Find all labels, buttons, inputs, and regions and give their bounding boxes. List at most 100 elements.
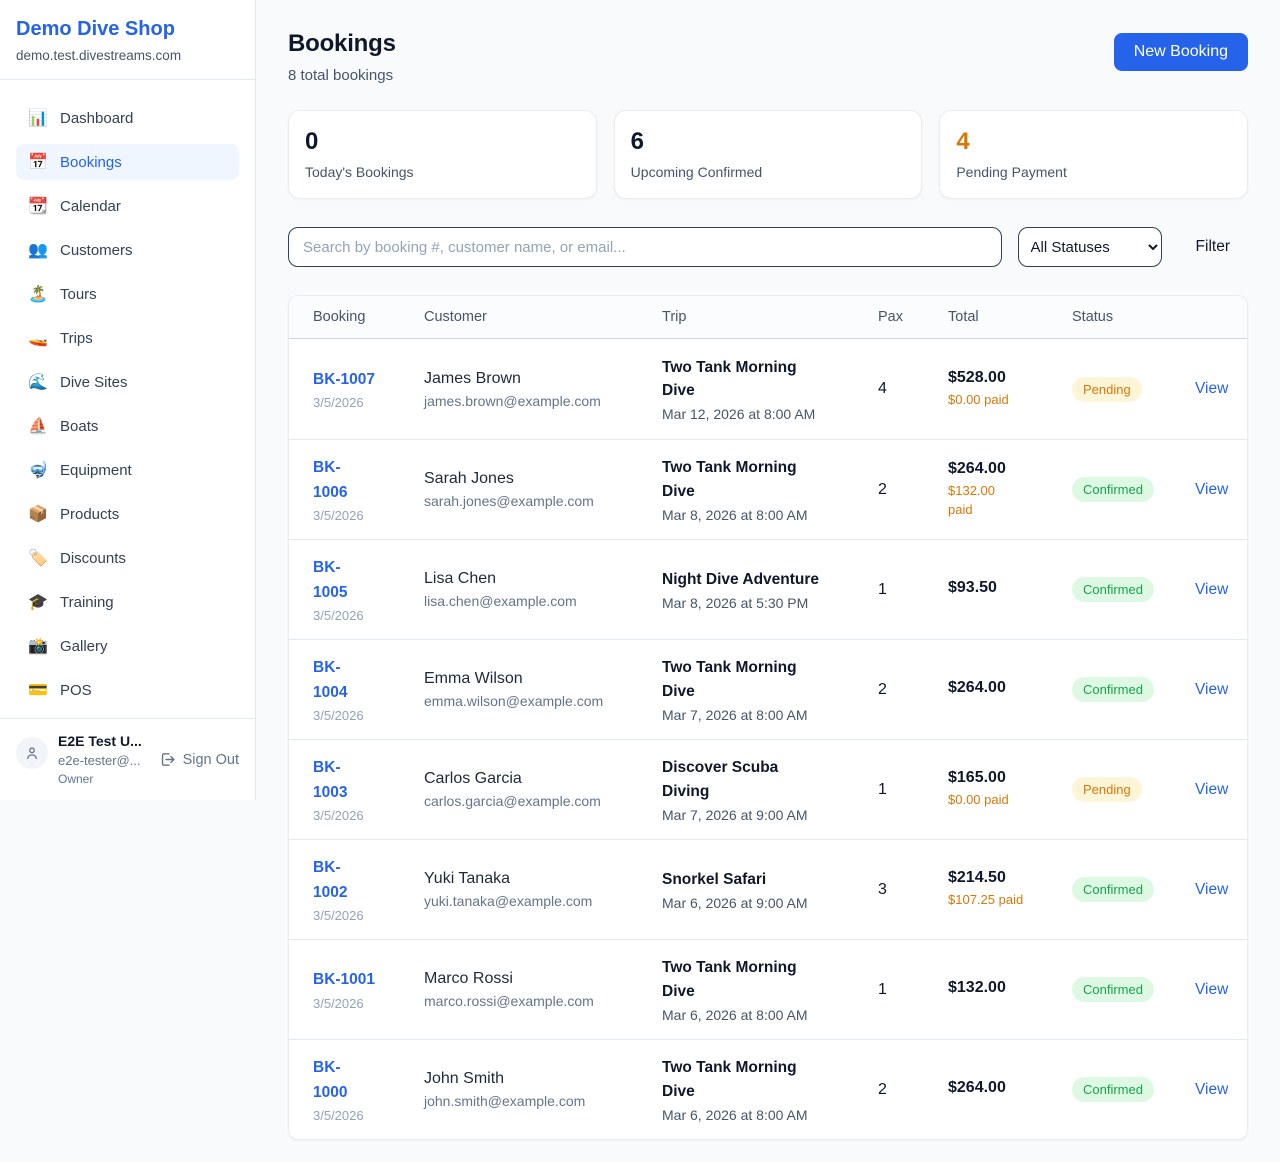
booking-cell: BK- 1004 3/5/2026 <box>289 656 400 722</box>
booking-number-link[interactable]: BK- 1005 <box>313 559 348 601</box>
table-row: BK-1007 3/5/2026 James Brown james.brown… <box>289 339 1247 439</box>
sidebar-item-dive-sites[interactable]: 🌊 Dive Sites <box>16 364 239 400</box>
view-link[interactable]: View <box>1195 780 1229 798</box>
trip-datetime: Mar 6, 2026 at 8:00 AM <box>662 1106 808 1123</box>
sidebar-item-label: Training <box>60 593 114 611</box>
trip-cell: Two Tank Morning Dive Mar 12, 2026 at 8:0… <box>638 356 854 423</box>
booking-number-link[interactable]: BK- 1002 <box>313 859 348 901</box>
sidebar-nav: 📊 Dashboard 📅 Bookings 📆 Calendar 👥 Cust… <box>0 80 255 716</box>
sidebar-item-label: Customers <box>60 241 133 259</box>
user-info: E2E Test U... e2e-tester@... Owner <box>58 732 142 787</box>
island-icon: 🏝️ <box>28 286 48 303</box>
customer-cell: Lisa Chen lisa.chen@example.com <box>400 570 638 609</box>
sidebar-item-label: Tours <box>60 285 97 303</box>
booking-date: 3/5/2026 <box>313 707 364 723</box>
view-link[interactable]: View <box>1195 880 1229 898</box>
sidebar-item-label: Calendar <box>60 197 121 215</box>
view-link[interactable]: View <box>1195 980 1229 998</box>
booking-date: 3/5/2026 <box>313 395 364 410</box>
column-header-pax: Pax <box>878 309 903 325</box>
table-row: BK- 1006 3/5/2026 Sarah Jones sarah.jones… <box>289 439 1247 539</box>
total-amount: $165.00 <box>948 769 1006 787</box>
actions-cell: View <box>1171 1081 1247 1099</box>
sidebar-item-discounts[interactable]: 🏷️ Discounts <box>16 540 239 576</box>
view-link[interactable]: View <box>1195 480 1229 498</box>
stat-value: 4 <box>956 128 970 155</box>
trip-datetime: Mar 8, 2026 at 5:30 PM <box>662 595 809 612</box>
booking-number-link[interactable]: BK- 1003 <box>313 759 348 801</box>
user-name: E2E Test U... <box>58 733 142 750</box>
status-filter-select[interactable]: All Statuses <box>1017 227 1162 267</box>
diving-mask-icon: 🤿 <box>28 462 48 479</box>
sign-out-button[interactable]: Sign Out <box>159 751 239 768</box>
booking-cell: BK-1007 3/5/2026 <box>289 368 400 410</box>
table-row: BK- 1003 3/5/2026 Carlos Garcia carlos.ga… <box>289 739 1247 839</box>
total-cell: $264.00 $132.00 paid <box>924 460 1048 518</box>
booking-number-link[interactable]: BK- 1006 <box>313 459 348 501</box>
pax-cell: 2 <box>878 480 887 498</box>
paid-amount: $107.25 paid <box>948 892 1024 908</box>
stat-label: Today's Bookings <box>305 164 414 180</box>
customer-email: john.smith@example.com <box>424 1093 586 1109</box>
paid-amount: $0.00 paid <box>948 792 1009 808</box>
trip-title: Night Dive Adventure <box>662 570 820 588</box>
sidebar-item-tours[interactable]: 🏝️ Tours <box>16 276 239 312</box>
sidebar-item-bookings[interactable]: 📅 Bookings <box>16 144 239 180</box>
sidebar-item-gallery[interactable]: 📸 Gallery <box>16 628 239 664</box>
view-link[interactable]: View <box>1195 680 1229 698</box>
sidebar-item-training[interactable]: 🎓 Training <box>16 584 239 620</box>
stat-value: 0 <box>305 128 319 155</box>
view-link[interactable]: View <box>1195 380 1229 397</box>
shop-name: Demo Dive Shop <box>16 18 175 40</box>
sidebar-item-boats[interactable]: ⛵ Boats <box>16 408 239 444</box>
status-badge: Pending <box>1072 376 1142 402</box>
graduation-cap-icon: 🎓 <box>28 594 48 611</box>
sidebar-item-calendar[interactable]: 📆 Calendar <box>16 188 239 224</box>
sign-out-label: Sign Out <box>182 751 239 768</box>
sidebar-item-customers[interactable]: 👥 Customers <box>16 232 239 268</box>
sidebar-item-trips[interactable]: 🚤 Trips <box>16 320 239 356</box>
booking-number-link[interactable]: BK-1001 <box>313 971 376 989</box>
booking-cell: BK- 1005 3/5/2026 <box>289 556 400 622</box>
new-booking-button[interactable]: New Booking <box>1113 33 1248 71</box>
main-content: Bookings 8 total bookings New Booking 0 … <box>256 0 1280 1140</box>
trip-cell: Snorkel Safari Mar 6, 2026 at 9:00 AM <box>638 868 854 911</box>
booking-number-link[interactable]: BK-1007 <box>313 370 376 388</box>
paid-amount: $0.00 paid <box>948 391 1009 407</box>
total-amount: $528.00 <box>948 368 1006 386</box>
status-badge: Pending <box>1072 777 1142 802</box>
sidebar-item-dashboard[interactable]: 📊 Dashboard <box>16 100 239 136</box>
customer-email: carlos.garcia@example.com <box>424 793 601 809</box>
total-cell: $165.00 $0.00 paid <box>924 769 1048 809</box>
booking-date: 3/5/2026 <box>313 1107 364 1123</box>
booking-number-link[interactable]: BK- 1004 <box>313 659 348 701</box>
trip-title: Two Tank Morning Dive <box>662 659 797 700</box>
sidebar-item-pos[interactable]: 💳 POS <box>16 672 239 708</box>
view-link[interactable]: View <box>1195 1080 1229 1098</box>
actions-cell: View <box>1171 981 1247 999</box>
pax-cell: 2 <box>878 1080 887 1098</box>
trip-title: Two Tank Morning Dive <box>662 358 797 399</box>
trip-cell: Discover Scuba Diving Mar 7, 2026 at 9:00… <box>638 756 854 823</box>
search-input[interactable] <box>288 227 1002 267</box>
status-badge: Confirmed <box>1072 977 1154 1002</box>
booking-date: 3/5/2026 <box>313 995 364 1011</box>
page-title: Bookings <box>288 30 396 57</box>
view-link[interactable]: View <box>1195 580 1229 598</box>
sidebar-item-label: Products <box>60 505 120 523</box>
customer-email: lisa.chen@example.com <box>424 593 577 609</box>
sidebar-item-label: POS <box>60 681 92 699</box>
stat-card-upcoming-confirmed: 6 Upcoming Confirmed <box>613 110 923 199</box>
booking-number-link[interactable]: BK- 1000 <box>313 1059 348 1101</box>
column-header-booking: Booking <box>313 309 366 325</box>
sidebar-item-equipment[interactable]: 🤿 Equipment <box>16 452 239 488</box>
sidebar-item-products[interactable]: 📦 Products <box>16 496 239 532</box>
actions-cell: View <box>1171 681 1247 699</box>
booking-date: 3/5/2026 <box>313 907 364 923</box>
booking-date: 3/5/2026 <box>313 807 364 823</box>
column-header-customer: Customer <box>424 309 487 325</box>
filter-button[interactable]: Filter <box>1178 238 1248 256</box>
total-cell: $264.00 <box>924 679 1048 701</box>
customer-cell: James Brown james.brown@example.com <box>400 370 638 409</box>
